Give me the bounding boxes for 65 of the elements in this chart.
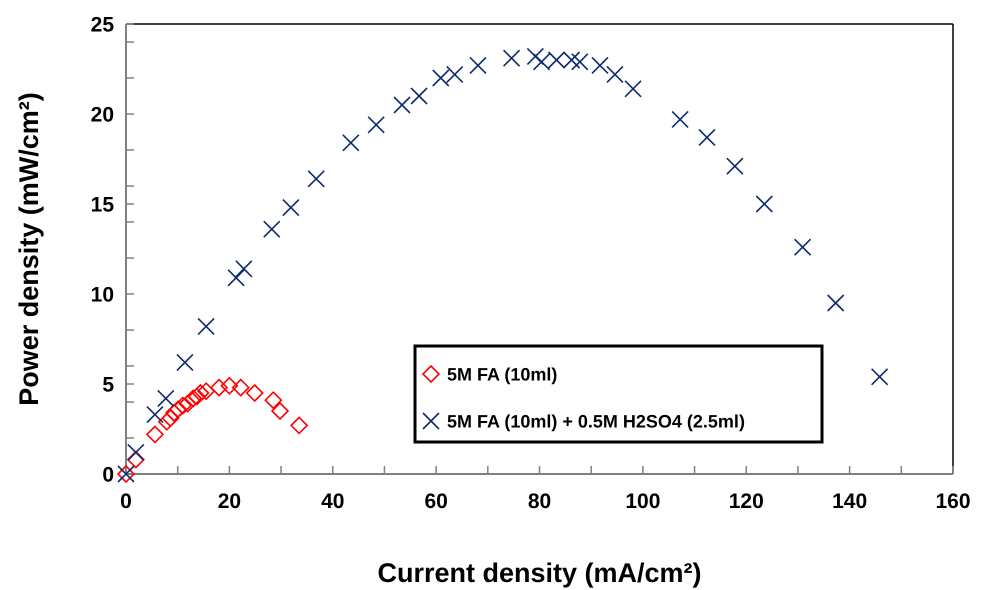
legend-label: 5M FA (10ml) xyxy=(447,364,558,384)
x-tick-label: 160 xyxy=(935,490,971,513)
point xyxy=(606,66,624,84)
point xyxy=(591,56,609,74)
x-tick-label: 60 xyxy=(424,490,448,513)
y-tick-label: 20 xyxy=(90,103,114,126)
x-tick-label: 40 xyxy=(321,490,344,513)
point xyxy=(502,49,520,67)
x-tick-label: 20 xyxy=(218,490,242,513)
point xyxy=(571,53,589,71)
point xyxy=(210,378,228,396)
point xyxy=(469,56,487,74)
point xyxy=(178,395,196,413)
point xyxy=(146,406,164,424)
point xyxy=(446,66,464,84)
point xyxy=(235,260,253,278)
point xyxy=(246,384,264,402)
point xyxy=(290,416,308,434)
point xyxy=(158,413,176,431)
y-tick-label: 10 xyxy=(90,283,114,306)
point xyxy=(393,96,411,114)
point xyxy=(826,294,844,312)
point xyxy=(624,80,642,98)
point xyxy=(232,378,250,396)
point xyxy=(184,390,202,408)
point xyxy=(197,318,215,336)
y-tick-label: 15 xyxy=(90,193,114,216)
x-tick-label: 140 xyxy=(832,490,868,513)
y-tick-label: 5 xyxy=(102,373,114,396)
point xyxy=(526,48,544,66)
point xyxy=(227,269,245,287)
point xyxy=(307,170,326,188)
point xyxy=(271,402,289,420)
point xyxy=(698,128,716,146)
x-tick-label: 0 xyxy=(120,490,132,513)
y-axis-title: Power density (mW/cm²) xyxy=(14,92,44,406)
x-tick-label: 100 xyxy=(625,490,660,513)
point xyxy=(870,368,888,386)
point xyxy=(794,238,812,256)
point xyxy=(176,354,194,372)
y-tick-label: 0 xyxy=(102,463,114,486)
y-tick-label: 25 xyxy=(90,13,114,36)
point xyxy=(264,391,282,409)
point xyxy=(342,134,360,152)
point xyxy=(197,382,215,400)
point xyxy=(146,426,164,444)
point xyxy=(367,116,385,134)
x-tick-label: 120 xyxy=(728,490,764,513)
x-tick-label: 80 xyxy=(528,490,552,513)
point xyxy=(127,444,145,462)
point xyxy=(262,220,281,238)
point xyxy=(671,110,689,128)
legend-label: 5M FA (10ml) + 0.5M H2SO4 (2.5ml) xyxy=(447,411,745,432)
point xyxy=(432,69,450,87)
point xyxy=(282,198,300,216)
x-axis-title: Current density (mA/cm²) xyxy=(377,558,702,588)
point xyxy=(726,157,744,175)
point xyxy=(174,396,192,414)
point xyxy=(127,450,145,468)
point xyxy=(162,409,180,427)
point xyxy=(756,195,774,213)
point xyxy=(410,87,428,105)
point xyxy=(192,384,210,402)
point xyxy=(220,377,238,395)
point xyxy=(157,390,175,408)
